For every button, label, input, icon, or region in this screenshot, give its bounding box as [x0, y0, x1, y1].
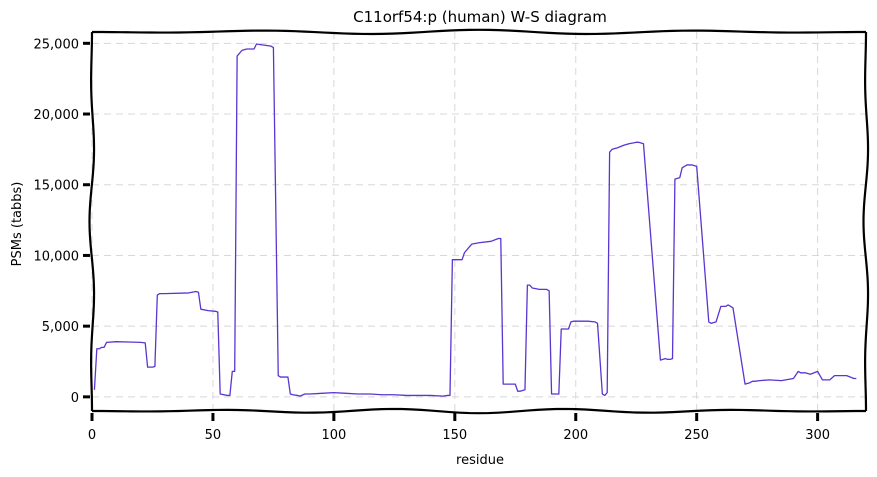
plot-frame: [88, 28, 870, 415]
y-tick-label: 20,000: [34, 108, 80, 123]
frame-top: [91, 28, 867, 36]
x-tick-label: 150: [442, 428, 467, 443]
x-tick-label: 0: [88, 428, 96, 443]
x-tick-label: 250: [684, 428, 709, 443]
y-tick-label: 5,000: [42, 320, 79, 335]
x-tick-label: 200: [563, 428, 588, 443]
x-axis-label: residue: [456, 453, 504, 468]
grid-lines: [91, 32, 866, 411]
x-tick-label: 50: [205, 428, 222, 443]
frame-bottom: [91, 407, 867, 415]
x-tick-label: 300: [805, 428, 830, 443]
y-tick-label: 15,000: [34, 179, 80, 194]
chart-title: C11orf54:p (human) W-S diagram: [353, 8, 607, 26]
y-tick-label: 0: [71, 391, 79, 406]
x-tick-label: 100: [321, 428, 346, 443]
x-axis: 0 50 100 150 200 250 300: [88, 413, 830, 443]
psm-series-line: [93, 43, 857, 397]
frame-right: [862, 31, 870, 412]
frame-left: [88, 31, 96, 412]
y-axis: 0 5,000 10,000 15,000 20,000 25,000: [34, 37, 90, 406]
y-tick-label: 10,000: [34, 249, 80, 264]
y-axis-label: PSMs (tabbs): [10, 182, 25, 267]
y-tick-label: 25,000: [34, 37, 80, 52]
series-layer: [93, 43, 857, 397]
